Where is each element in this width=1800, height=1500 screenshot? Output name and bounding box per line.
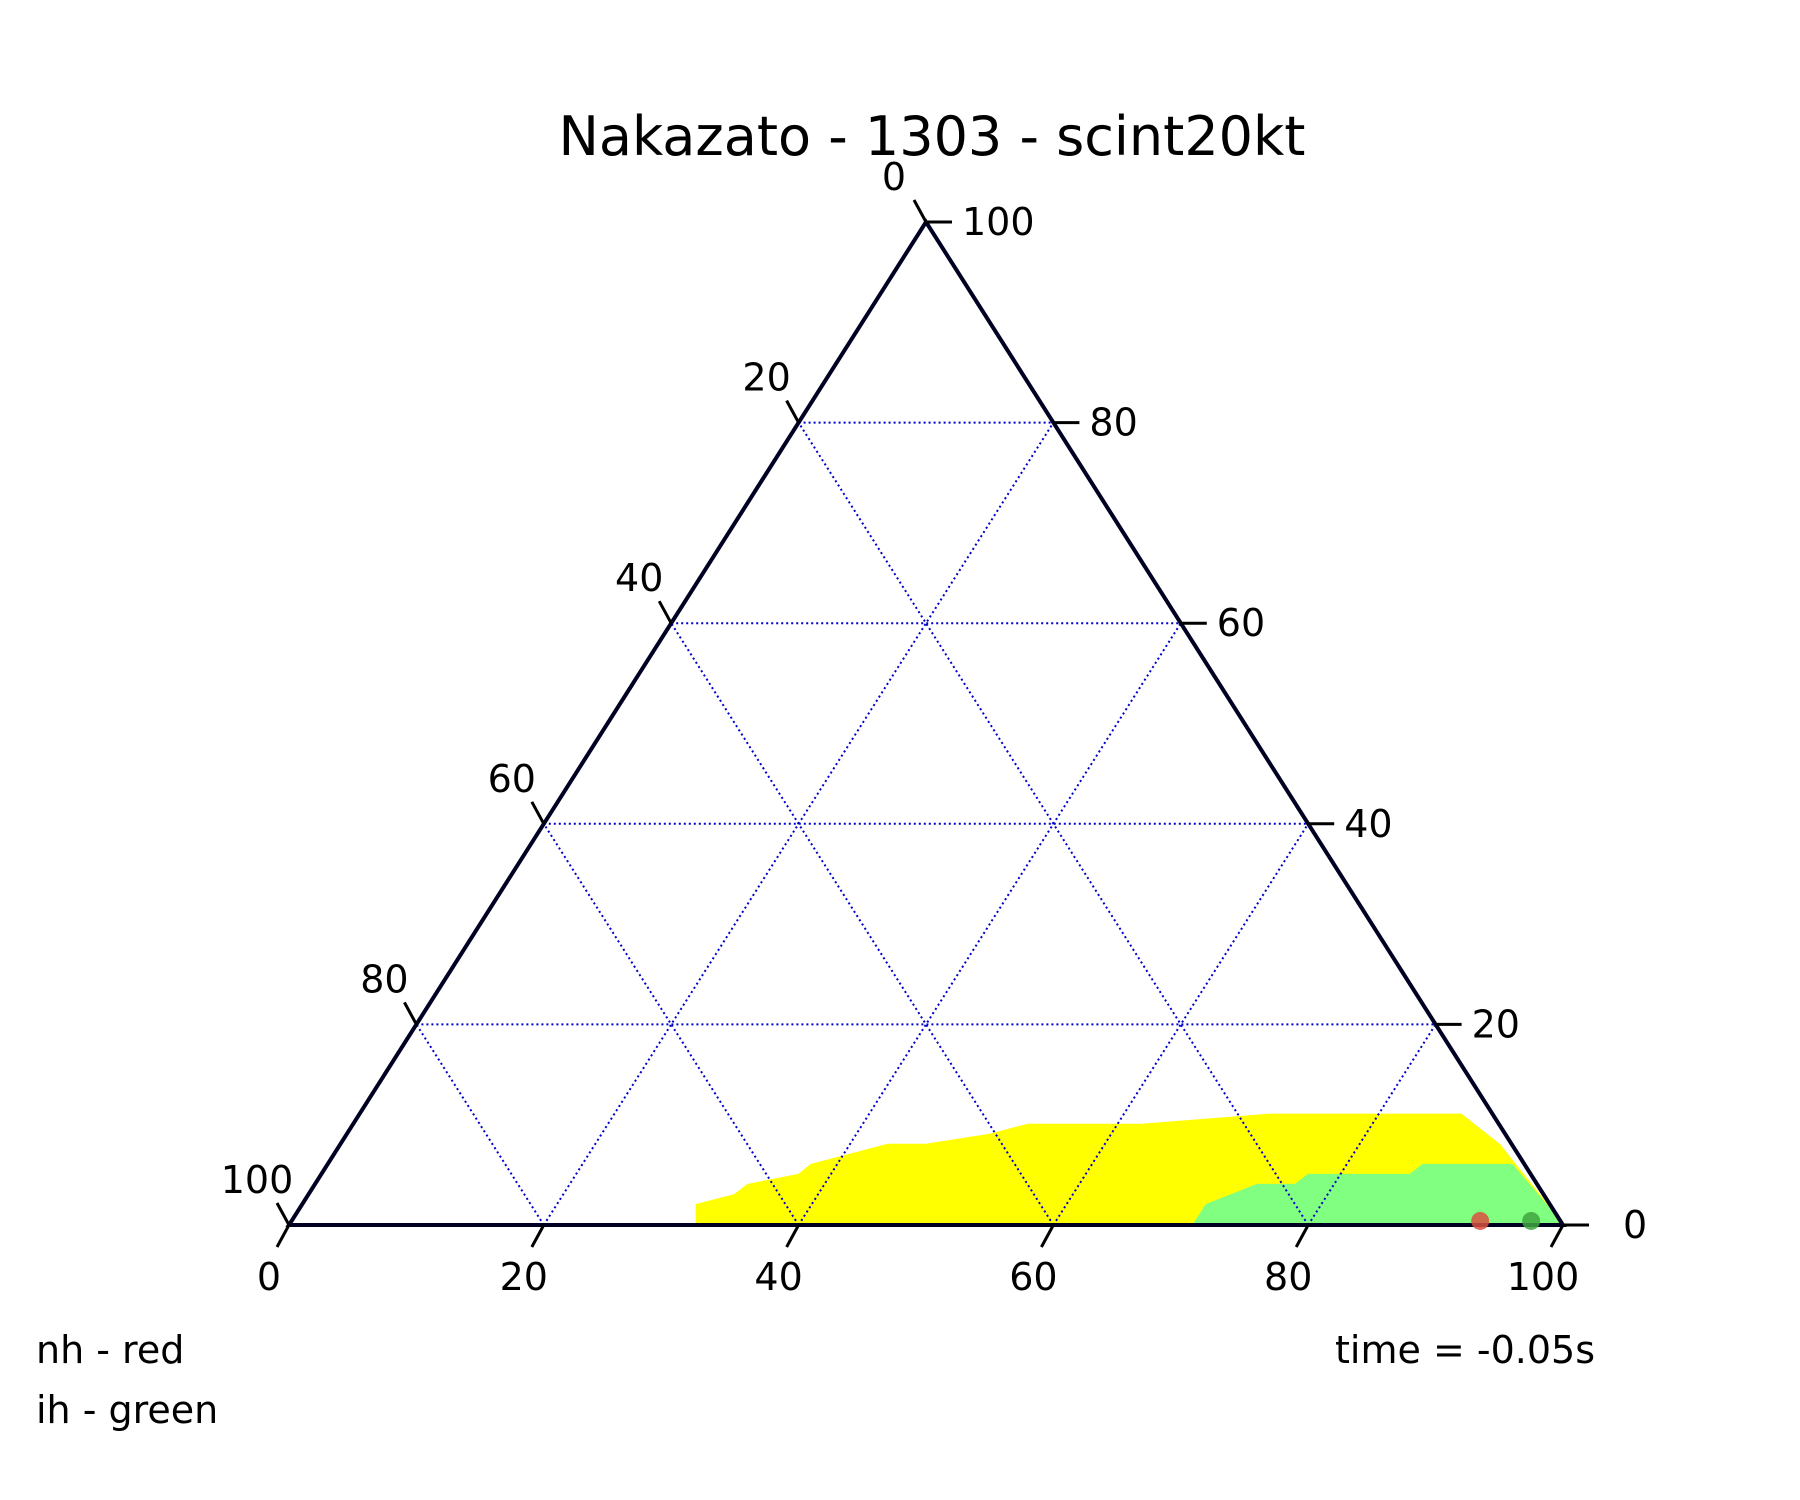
grid-layer: [415, 421, 1437, 1226]
left-tick-mark-20: [785, 399, 800, 424]
bottom-tick-label-100: 100: [1507, 1255, 1580, 1299]
left-tick-mark-0: [912, 199, 928, 223]
bottom-tick-mark-80: [1294, 1224, 1310, 1248]
left-tick-label-40: 40: [615, 556, 663, 600]
bottom-tick-label-0: 0: [257, 1255, 281, 1299]
region-green: [1191, 1163, 1566, 1226]
left-tick-mark-40: [657, 600, 673, 624]
right-tick-label-60: 60: [1217, 601, 1265, 645]
bottom-tick-mark-40: [785, 1224, 800, 1248]
right-tick-label-100: 100: [962, 200, 1035, 244]
bottom-tick-mark-100: [1549, 1224, 1565, 1248]
bottom-tick-label-20: 20: [500, 1255, 548, 1299]
triangle-border: [285, 218, 1567, 1227]
gridline-l-40: [797, 622, 1182, 1226]
point-nh: [1471, 1211, 1490, 1230]
bottom-tick-label-80: 80: [1264, 1255, 1312, 1299]
gridline-r-40: [542, 823, 800, 1226]
bottom-tick-label-40: 40: [754, 1255, 802, 1299]
left-tick-label-100: 100: [221, 1158, 294, 1202]
gridline-r-80: [797, 422, 1310, 1226]
left-tick-label-80: 80: [360, 957, 408, 1001]
bottom-tick-label-60: 60: [1009, 1255, 1057, 1299]
bottom-tick-mark-20: [530, 1224, 546, 1248]
right-tick-label-80: 80: [1089, 401, 1137, 445]
tick-layer: 0 0 100 20 20 80 40 40 60 60 60 40 80 80 20 100 100 0: [221, 155, 1647, 1299]
chart-title: Nakazato - 1303 - scint20kt: [559, 105, 1306, 168]
legend-nh: nh - red: [36, 1328, 184, 1372]
gridline-l-60: [1052, 823, 1310, 1226]
region-layer: [695, 1113, 1566, 1226]
right-tick-label-20: 20: [1472, 1002, 1520, 1046]
left-tick-mark-100: [275, 1202, 291, 1226]
legend-ih: ih - green: [36, 1388, 218, 1432]
triangle-frame: [285, 218, 1567, 1227]
point-layer: [1471, 1211, 1541, 1230]
bottom-tick-mark-0: [275, 1224, 291, 1248]
right-tick-label-0: 0: [1623, 1203, 1647, 1247]
left-tick-mark-80: [403, 1001, 418, 1026]
time-annotation: time = -0.05s: [1335, 1328, 1595, 1372]
bottom-tick-mark-60: [1040, 1224, 1055, 1248]
left-tick-label-0: 0: [882, 155, 906, 199]
point-ih: [1522, 1211, 1541, 1230]
left-tick-mark-60: [530, 801, 546, 825]
left-tick-label-20: 20: [742, 356, 790, 400]
gridline-r-60: [670, 622, 1055, 1226]
left-tick-label-60: 60: [488, 757, 536, 801]
gridline-r-20: [415, 1023, 545, 1226]
right-tick-label-40: 40: [1344, 802, 1392, 846]
